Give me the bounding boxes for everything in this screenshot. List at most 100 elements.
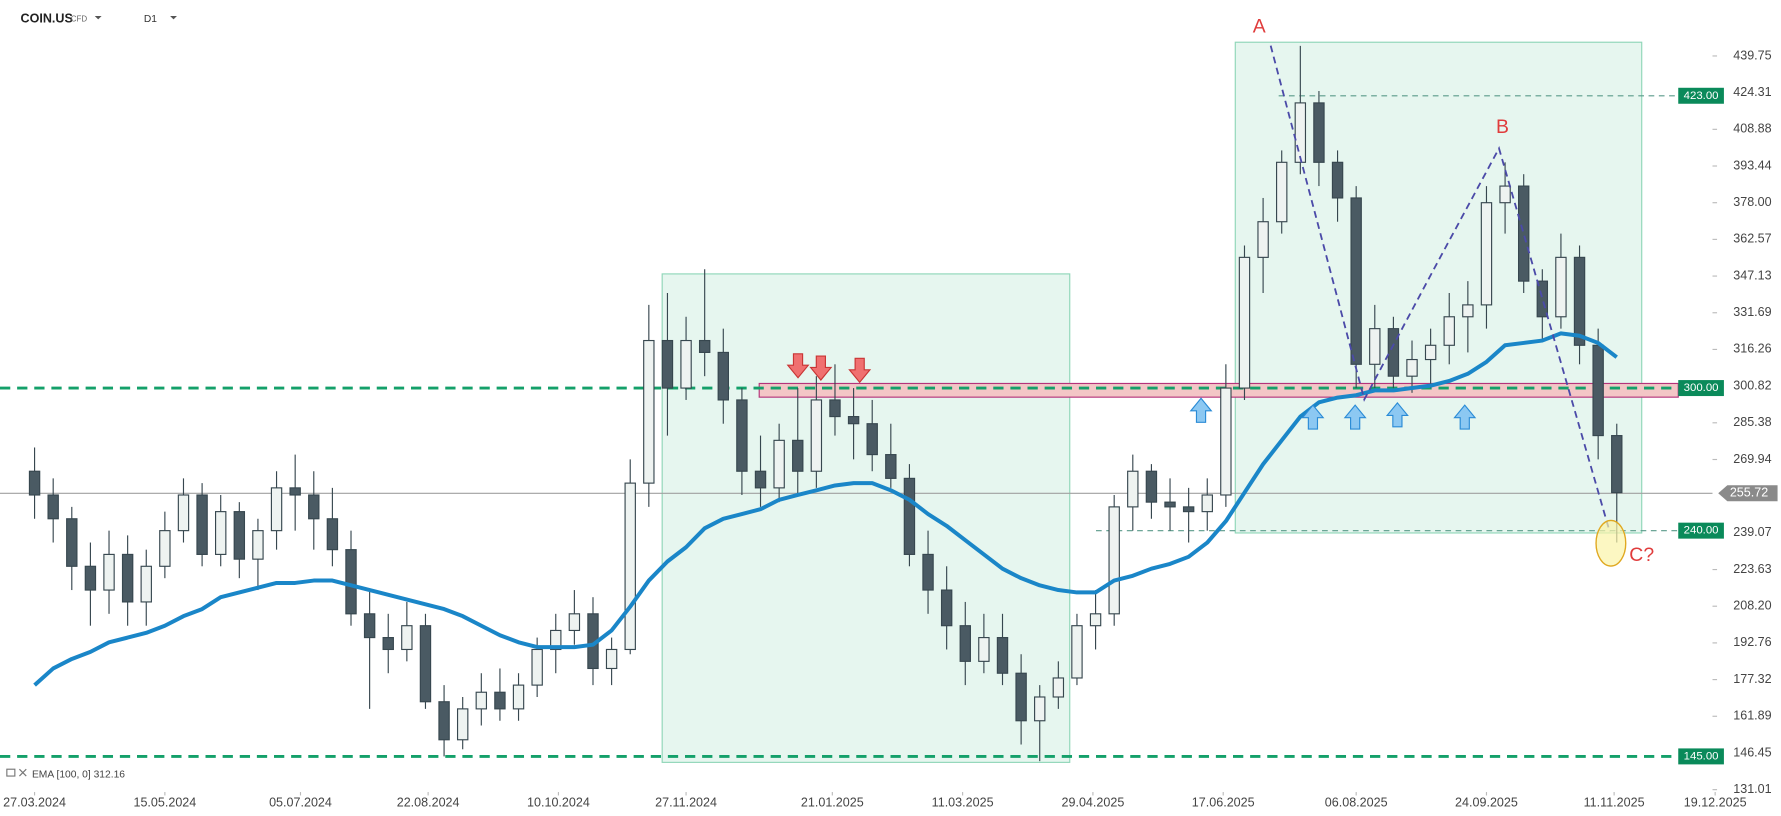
- candle-body: [1555, 256, 1567, 318]
- candle-body: [922, 553, 934, 591]
- candle-body: [1145, 470, 1158, 503]
- indicator-label: EMA [100, 0] 312.16: [32, 770, 125, 781]
- close-icon[interactable]: [19, 768, 27, 777]
- candle-body: [159, 530, 171, 567]
- x-tick-label: 06.08.2025: [1325, 796, 1388, 810]
- x-tick-label: 24.09.2025: [1455, 796, 1518, 810]
- y-tick-label: 408.88: [1733, 122, 1771, 136]
- up-arrow: [1301, 404, 1325, 430]
- candle-body: [1387, 328, 1400, 377]
- y-tick-label: 146.45: [1733, 745, 1771, 759]
- candle-body: [1201, 494, 1213, 513]
- wave-label: C?: [1629, 544, 1654, 566]
- last-price-tag: [1718, 485, 1778, 502]
- x-tick-label: 11.03.2025: [932, 796, 994, 810]
- y-tick-label: 223.63: [1733, 562, 1771, 576]
- candle-body: [177, 494, 190, 532]
- x-tick-label: 29.04.2025: [1062, 796, 1125, 810]
- candle-body: [1164, 501, 1176, 508]
- y-tick-label: 285.38: [1733, 415, 1771, 429]
- candle-body: [1462, 304, 1474, 318]
- candle-body: [810, 399, 823, 472]
- candle-body: [456, 708, 469, 741]
- candle-body: [103, 553, 115, 591]
- candle-body: [1071, 625, 1083, 679]
- level-label: 145.00: [1684, 750, 1719, 762]
- dropdown-icon[interactable]: [170, 15, 177, 20]
- ema-line: [33, 331, 1618, 687]
- wave-label: B: [1496, 116, 1509, 138]
- up-arrow: [1189, 397, 1213, 423]
- candle-body: [494, 691, 506, 710]
- candle-body: [1127, 470, 1139, 508]
- candle-body: [568, 613, 581, 632]
- y-tick-label: 131.01: [1733, 782, 1771, 796]
- indicator-icon[interactable]: [6, 768, 16, 777]
- candle-body: [1182, 506, 1195, 513]
- x-tick-label: 17.06.2025: [1192, 796, 1255, 810]
- down-arrow: [786, 353, 810, 379]
- candle-body: [1015, 672, 1027, 722]
- candle-body: [736, 399, 748, 472]
- candle-body: [363, 613, 376, 639]
- x-tick-label: 10.10.2024: [527, 796, 590, 810]
- symbol: COIN.US: [21, 12, 73, 26]
- candle-body: [1611, 435, 1623, 494]
- candle-body: [531, 648, 543, 686]
- candle-body: [1034, 696, 1046, 722]
- candle-body: [643, 339, 655, 484]
- candle-body: [1592, 344, 1604, 437]
- y-tick-label: 208.20: [1733, 599, 1771, 613]
- candle-body: [717, 351, 730, 401]
- candle-body: [754, 470, 767, 489]
- x-tick-label: 19.12.2025: [1684, 796, 1747, 810]
- y-tick-label: 378.00: [1733, 195, 1771, 209]
- candle-body: [140, 565, 152, 603]
- candle-body: [270, 487, 283, 532]
- candle-body: [792, 439, 804, 472]
- candle-body: [28, 470, 41, 496]
- y-tick-label: 347.13: [1733, 268, 1771, 282]
- indicator-legend: EMA [100, 0] 312.16: [6, 768, 125, 781]
- candle-body: [996, 637, 1009, 674]
- header: COIN.US CFD D1: [21, 12, 177, 26]
- y-tick-label: 269.94: [1733, 452, 1771, 466]
- candle-body: [233, 511, 246, 560]
- y-tick-label: 439.75: [1733, 48, 1771, 62]
- candle-body: [1350, 197, 1362, 365]
- y-tick-label: 362.57: [1733, 232, 1771, 246]
- candle-body: [419, 625, 432, 703]
- candle-body: [121, 553, 134, 603]
- interval[interactable]: D1: [144, 14, 157, 25]
- x-tick-label: 27.11.2024: [655, 796, 717, 810]
- candle-body: [1052, 677, 1065, 698]
- candle-body: [401, 625, 413, 651]
- plot-area: [0, 45, 1713, 762]
- candle-body: [550, 629, 562, 651]
- x-tick-label: 11.11.2025: [1584, 796, 1645, 810]
- candle-body: [1573, 256, 1586, 346]
- candle-body: [289, 487, 301, 496]
- candle-body: [903, 477, 916, 555]
- candle-body: [605, 648, 618, 670]
- candle-body: [624, 482, 636, 651]
- y-tick-label: 192.76: [1733, 635, 1771, 649]
- level-label-bg: [1678, 380, 1724, 397]
- x-tick-label: 15.05.2024: [133, 796, 196, 810]
- candle-body: [47, 494, 59, 520]
- candle-body: [308, 494, 320, 520]
- dropdown-icon[interactable]: [94, 15, 102, 20]
- candle-body: [847, 416, 860, 425]
- candle-body: [959, 625, 971, 662]
- candle-body: [940, 589, 953, 627]
- level-label-bg: [1678, 748, 1724, 765]
- y-tick-label: 300.82: [1733, 378, 1771, 392]
- up-arrow: [1385, 401, 1409, 428]
- candle-body: [1406, 358, 1418, 377]
- down-arrow: [809, 355, 833, 381]
- candle-body: [698, 339, 711, 353]
- y-tick-label: 177.32: [1733, 672, 1771, 686]
- candle-body: [1276, 161, 1288, 223]
- level-label: 240.00: [1684, 525, 1719, 537]
- instrument-type: CFD: [71, 15, 88, 24]
